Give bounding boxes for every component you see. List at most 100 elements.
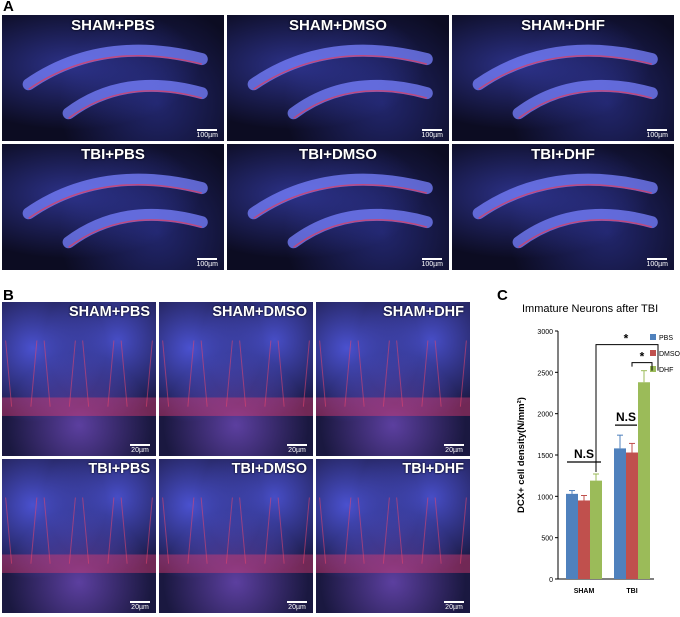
micrograph-label: TBI+DHF (531, 146, 595, 163)
micrograph-texture (159, 497, 313, 573)
scale-bar: 100µm (421, 129, 443, 139)
scale-bar-line (647, 258, 668, 260)
panel-a-letter: A (3, 0, 14, 15)
scale-bar-line (422, 129, 443, 131)
bar-pbs-sham (566, 493, 578, 579)
legend-label-dmso: DMSO (659, 351, 680, 358)
scale-bar: 100µm (646, 129, 668, 139)
ns-label-tbi: N.S (616, 410, 636, 424)
micrograph-label: TBI+DMSO (231, 461, 307, 477)
a-micrograph-2: SHAM+DMSO 100µm (227, 15, 449, 141)
scale-bar-text: 20µm (445, 447, 463, 454)
scale-bar-text: 20µm (288, 604, 306, 611)
b-micrograph-2: SHAM+DMSO 20µm (159, 302, 313, 456)
sig-star-dmso-dhf: * (640, 350, 645, 364)
micrograph-texture (22, 173, 208, 249)
micrograph-texture (247, 44, 433, 120)
scale-bar-line (287, 444, 307, 446)
scale-bar-line (647, 129, 668, 131)
micrograph-texture (316, 497, 470, 573)
scale-bar: 20µm (287, 601, 307, 611)
micrograph-texture (472, 173, 658, 249)
b-micrograph-4: TBI+PBS 20µm (2, 459, 156, 613)
micrograph-label: SHAM+DMSO (212, 304, 307, 320)
b-micrograph-3: SHAM+DHF 20µm (316, 302, 470, 456)
a-micrograph-6: TBI+DHF 100µm (452, 144, 674, 270)
legend-label-pbs: PBS (659, 335, 673, 342)
panel-b-letter: B (3, 287, 14, 304)
scale-bar-text: 20µm (131, 447, 149, 454)
micrograph-texture (472, 44, 658, 120)
scale-bar-text: 100µm (646, 132, 668, 139)
scale-bar-line (444, 444, 464, 446)
scale-bar-line (197, 258, 218, 260)
micrograph-label: SHAM+DHF (521, 17, 605, 34)
scale-bar-text: 100µm (421, 261, 443, 268)
bar-dmso-tbi (626, 452, 638, 579)
b-micrograph-6: TBI+DHF 20µm (316, 459, 470, 613)
ns-label-sham: N.S (574, 447, 594, 461)
chart-title: Immature Neurons after TBI (522, 303, 659, 315)
scale-bar: 100µm (196, 258, 218, 268)
y-axis-label: DCX+ cell density(N/mm²) (516, 397, 527, 513)
y-tick-label: 1000 (537, 494, 553, 501)
bar-dhf-tbi (638, 382, 650, 579)
sig-star-sham-tbi: * (624, 332, 629, 346)
scale-bar-line (422, 258, 443, 260)
y-tick-label: 3000 (537, 329, 553, 336)
micrograph-texture (2, 340, 156, 416)
scale-bar-text: 100µm (196, 261, 218, 268)
y-tick-label: 500 (541, 536, 553, 543)
y-tick-label: 2000 (537, 412, 553, 419)
micrograph-label: SHAM+DMSO (289, 17, 387, 34)
b-micrograph-1: SHAM+PBS 20µm (2, 302, 156, 456)
sig-bracket-sham-tbi (595, 344, 659, 473)
scale-bar-line (197, 129, 218, 131)
legend-swatch-dhf (650, 366, 656, 372)
scale-bar: 20µm (444, 601, 464, 611)
scale-bar-text: 100µm (196, 132, 218, 139)
scale-bar: 100µm (646, 258, 668, 268)
scale-bar: 20µm (130, 601, 150, 611)
scale-bar-text: 20µm (288, 447, 306, 454)
a-micrograph-1: SHAM+PBS 100µm (2, 15, 224, 141)
bar-dmso-sham (578, 500, 590, 579)
y-tick-label: 0 (549, 577, 553, 584)
micrograph-label: TBI+PBS (81, 146, 145, 163)
bar-chart: 0 500 1000 1500 2000 2500 3000 DCX+ cell densit… (516, 329, 680, 595)
scale-bar: 20µm (130, 444, 150, 454)
micrograph-label: TBI+DHF (402, 461, 464, 477)
scale-bar-text: 100µm (646, 261, 668, 268)
micrograph-label: SHAM+PBS (71, 17, 155, 34)
legend-label-dhf: DHF (659, 367, 673, 374)
scale-bar-text: 100µm (421, 132, 443, 139)
micrograph-label: TBI+DMSO (299, 146, 377, 163)
bar-dhf-sham (590, 480, 602, 579)
micrograph-label: SHAM+PBS (69, 304, 150, 320)
y-tick-label: 2500 (537, 370, 553, 377)
micrograph-texture (247, 173, 433, 249)
legend-swatch-pbs (650, 334, 656, 340)
scale-bar: 100µm (196, 129, 218, 139)
scale-bar-text: 20µm (445, 604, 463, 611)
sig-bracket-dmso-dhf (631, 362, 653, 371)
scale-bar: 100µm (421, 258, 443, 268)
micrograph-texture (316, 340, 470, 416)
scale-bar: 20µm (444, 444, 464, 454)
micrograph-texture (22, 44, 208, 120)
a-micrograph-4: TBI+PBS 100µm (2, 144, 224, 270)
scale-bar: 20µm (287, 444, 307, 454)
micrograph-texture (2, 497, 156, 573)
bar-pbs-tbi (614, 448, 626, 579)
legend-swatch-dmso (650, 350, 656, 356)
b-micrograph-5: TBI+DMSO 20µm (159, 459, 313, 613)
y-tick-label: 1500 (537, 453, 553, 460)
micrograph-texture (159, 340, 313, 416)
x-tick-label: SHAM (574, 588, 595, 595)
a-micrograph-5: TBI+DMSO 100µm (227, 144, 449, 270)
a-micrograph-3: SHAM+DHF 100µm (452, 15, 674, 141)
scale-bar-text: 20µm (131, 604, 149, 611)
scale-bar-line (130, 444, 150, 446)
panel-c-letter: C (497, 287, 508, 304)
scale-bar-line (444, 601, 464, 603)
